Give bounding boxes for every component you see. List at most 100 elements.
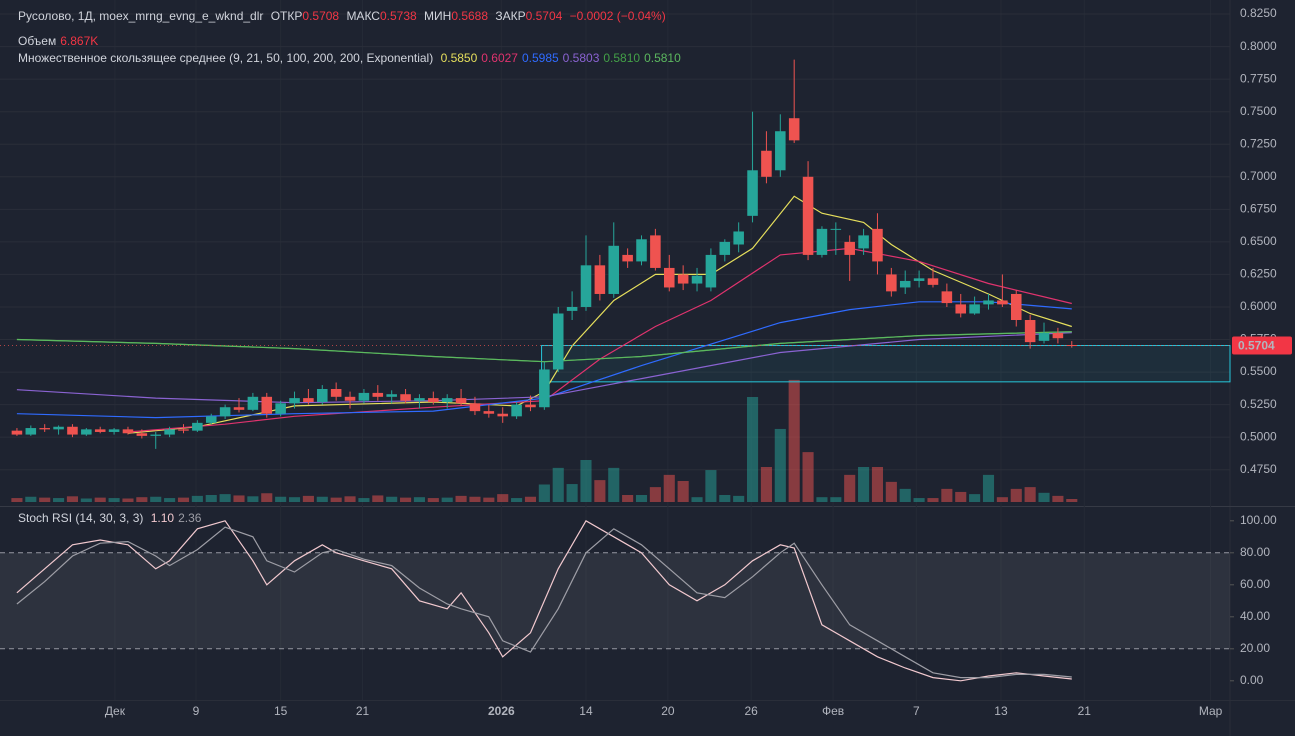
- y-tick-label: 0.7500: [1240, 104, 1277, 118]
- volume-bar: [219, 494, 231, 502]
- ma-value: 0.5850: [440, 51, 478, 65]
- volume-value: 6.867K: [60, 34, 99, 48]
- price-legend: Русолово, 1Д, moex_mrng_evng_e_wknd_dlr …: [18, 9, 670, 23]
- candle-body: [192, 422, 203, 431]
- y-tick-label: 0.5250: [1240, 397, 1277, 411]
- candle-body: [205, 416, 217, 423]
- volume-bar: [649, 487, 661, 502]
- price-marker: [1232, 336, 1292, 355]
- volume-bar: [497, 494, 509, 502]
- candle-body: [303, 398, 314, 403]
- candle-body: [483, 411, 495, 414]
- price-marker-label: 0.5704: [1238, 339, 1275, 353]
- band-fill: [0, 552, 1230, 649]
- volume-bar: [66, 496, 79, 502]
- volume-bar: [275, 496, 287, 502]
- change: −0.0002 (−0.04%): [569, 9, 666, 23]
- volume-bar: [691, 497, 703, 502]
- stoch-value: 2.36: [178, 511, 202, 525]
- volume-bar: [400, 497, 412, 502]
- stoch-legend: Stoch RSI (14, 30, 3, 3) 1.10 2.36: [18, 511, 205, 525]
- y-tick-label: 80.00: [1240, 545, 1270, 559]
- ma-value: 0.6027: [481, 51, 518, 65]
- y-tick-label: 60.00: [1240, 577, 1270, 591]
- y-tick-label: 0.4750: [1240, 462, 1277, 476]
- candle-body: [289, 398, 300, 404]
- ohlc-label: МАКС: [346, 9, 380, 23]
- ohlc-value: 0.5688: [451, 9, 489, 23]
- stoch-value: 1.10: [150, 511, 175, 525]
- y-tick-label: 0.6250: [1240, 267, 1277, 281]
- candle-body: [1066, 344, 1078, 346]
- volume-bar: [469, 496, 481, 502]
- volume-bar: [566, 484, 578, 502]
- volume-bar: [150, 496, 162, 502]
- volume-bar: [608, 467, 620, 502]
- volume-bar: [302, 495, 314, 502]
- candle-body: [428, 398, 439, 403]
- candle-body: [136, 433, 148, 436]
- y-tick-label: 0.8250: [1240, 6, 1277, 20]
- volume-bar: [344, 496, 356, 502]
- volume-bar: [80, 498, 92, 502]
- candle-body: [594, 265, 606, 294]
- candle-body: [497, 413, 508, 417]
- candle-body: [1010, 293, 1022, 321]
- volume-bar: [247, 496, 259, 502]
- candle-body: [816, 228, 828, 255]
- candle-body: [580, 265, 592, 307]
- candle-body: [775, 131, 786, 171]
- volume-bar: [483, 497, 495, 502]
- volume-bar: [802, 452, 814, 502]
- x-tick-label: 26: [744, 704, 758, 718]
- y-tick-label: 0.7750: [1240, 71, 1277, 85]
- volume-bar: [941, 488, 953, 502]
- candle-body: [663, 267, 675, 288]
- candle-body: [1052, 333, 1064, 339]
- candle-body: [844, 241, 855, 255]
- candle-body: [539, 369, 550, 408]
- volume-bar: [635, 495, 648, 502]
- candle-body: [761, 150, 772, 177]
- candle-body: [691, 275, 703, 284]
- volume-bar: [580, 460, 592, 502]
- volume-bar: [746, 397, 759, 502]
- x-tick-label: 14: [579, 704, 593, 718]
- volume-bar: [594, 480, 606, 502]
- volume-bar: [774, 428, 786, 502]
- candle-body: [899, 280, 911, 288]
- candle-body: [386, 394, 397, 397]
- volume-bar: [122, 498, 134, 502]
- volume-bar: [164, 498, 176, 502]
- x-tick-label: 7: [913, 704, 920, 718]
- volume-bar: [191, 495, 203, 502]
- candle-body: [1024, 320, 1036, 343]
- volume-bar: [733, 495, 745, 502]
- price-box: [541, 345, 1231, 383]
- volume-bar: [677, 481, 689, 502]
- x-tick-label: 13: [994, 704, 1008, 718]
- candle-body: [913, 278, 925, 281]
- candle-body: [886, 274, 897, 292]
- symbol-title: Русолово, 1Д, moex_mrng_evng_e_wknd_dlr: [18, 9, 264, 23]
- volume-bar: [372, 495, 384, 502]
- candle-body: [178, 429, 189, 431]
- volume-bar: [11, 498, 23, 502]
- volume-bar: [538, 484, 550, 502]
- candle-body: [872, 228, 883, 262]
- volume-bar: [927, 498, 939, 502]
- volume-bar: [233, 495, 245, 502]
- candle-body: [622, 254, 633, 262]
- volume-bar: [816, 497, 828, 502]
- volume-bar: [622, 495, 634, 502]
- volume-bar: [205, 495, 217, 502]
- volume-bar: [913, 498, 925, 502]
- candle-body: [469, 403, 481, 412]
- y-tick-label: 0.8000: [1240, 39, 1277, 53]
- candle-body: [566, 306, 578, 311]
- ma-value: 0.5803: [562, 51, 600, 65]
- volume-bar: [969, 494, 981, 502]
- volume-bar: [1038, 492, 1050, 502]
